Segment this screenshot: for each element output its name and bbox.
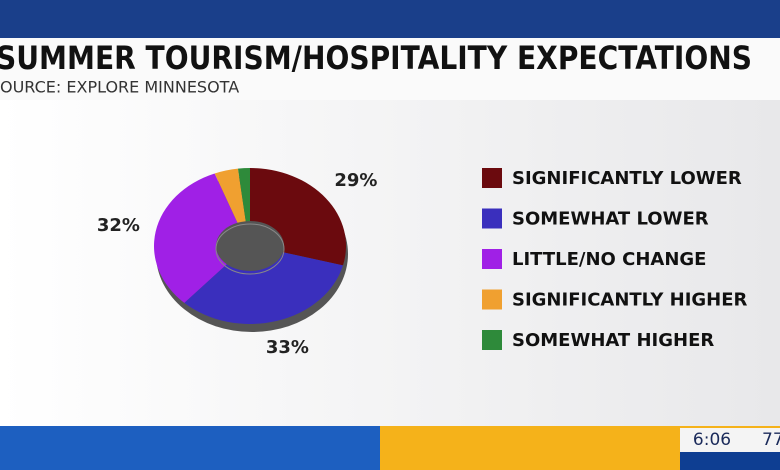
chart-subtitle: OURCE: EXPLORE MINNESOTA <box>0 78 239 97</box>
pie-slice <box>184 252 343 325</box>
top-band <box>0 0 780 38</box>
data-label: 33% <box>266 337 309 358</box>
pie-slice <box>250 168 346 266</box>
clock-box <box>680 428 780 452</box>
legend-swatch <box>482 168 502 188</box>
chart-title: SUMMER TOURISM/HOSPITALITY EXPECTATIONS <box>0 39 752 77</box>
logo-box <box>680 452 780 470</box>
pie-slice <box>214 168 246 223</box>
clock: 6:06 <box>693 430 731 450</box>
chart-panel <box>0 100 780 426</box>
pie-slice <box>237 168 250 222</box>
legend-label: SOMEWHAT HIGHER <box>512 330 714 351</box>
legend-swatch <box>482 208 502 229</box>
legend-label: SIGNIFICANTLY LOWER <box>512 168 742 189</box>
temperature: 77 <box>762 430 780 450</box>
data-label: 32% <box>97 215 140 236</box>
legend-label: SOMEWHAT LOWER <box>512 209 709 230</box>
pie-slice <box>153 173 238 303</box>
data-label: 29% <box>334 170 377 191</box>
legend-label: SIGNIFICANTLY HIGHER <box>512 290 748 311</box>
legend-swatch <box>482 330 502 350</box>
donut-hole-edge <box>215 223 285 275</box>
lower-bar <box>0 426 380 470</box>
legend-label: LITTLE/NO CHANGE <box>512 249 706 270</box>
legend-swatch <box>482 289 502 310</box>
title-band <box>0 38 780 100</box>
legend-swatch <box>482 249 502 269</box>
